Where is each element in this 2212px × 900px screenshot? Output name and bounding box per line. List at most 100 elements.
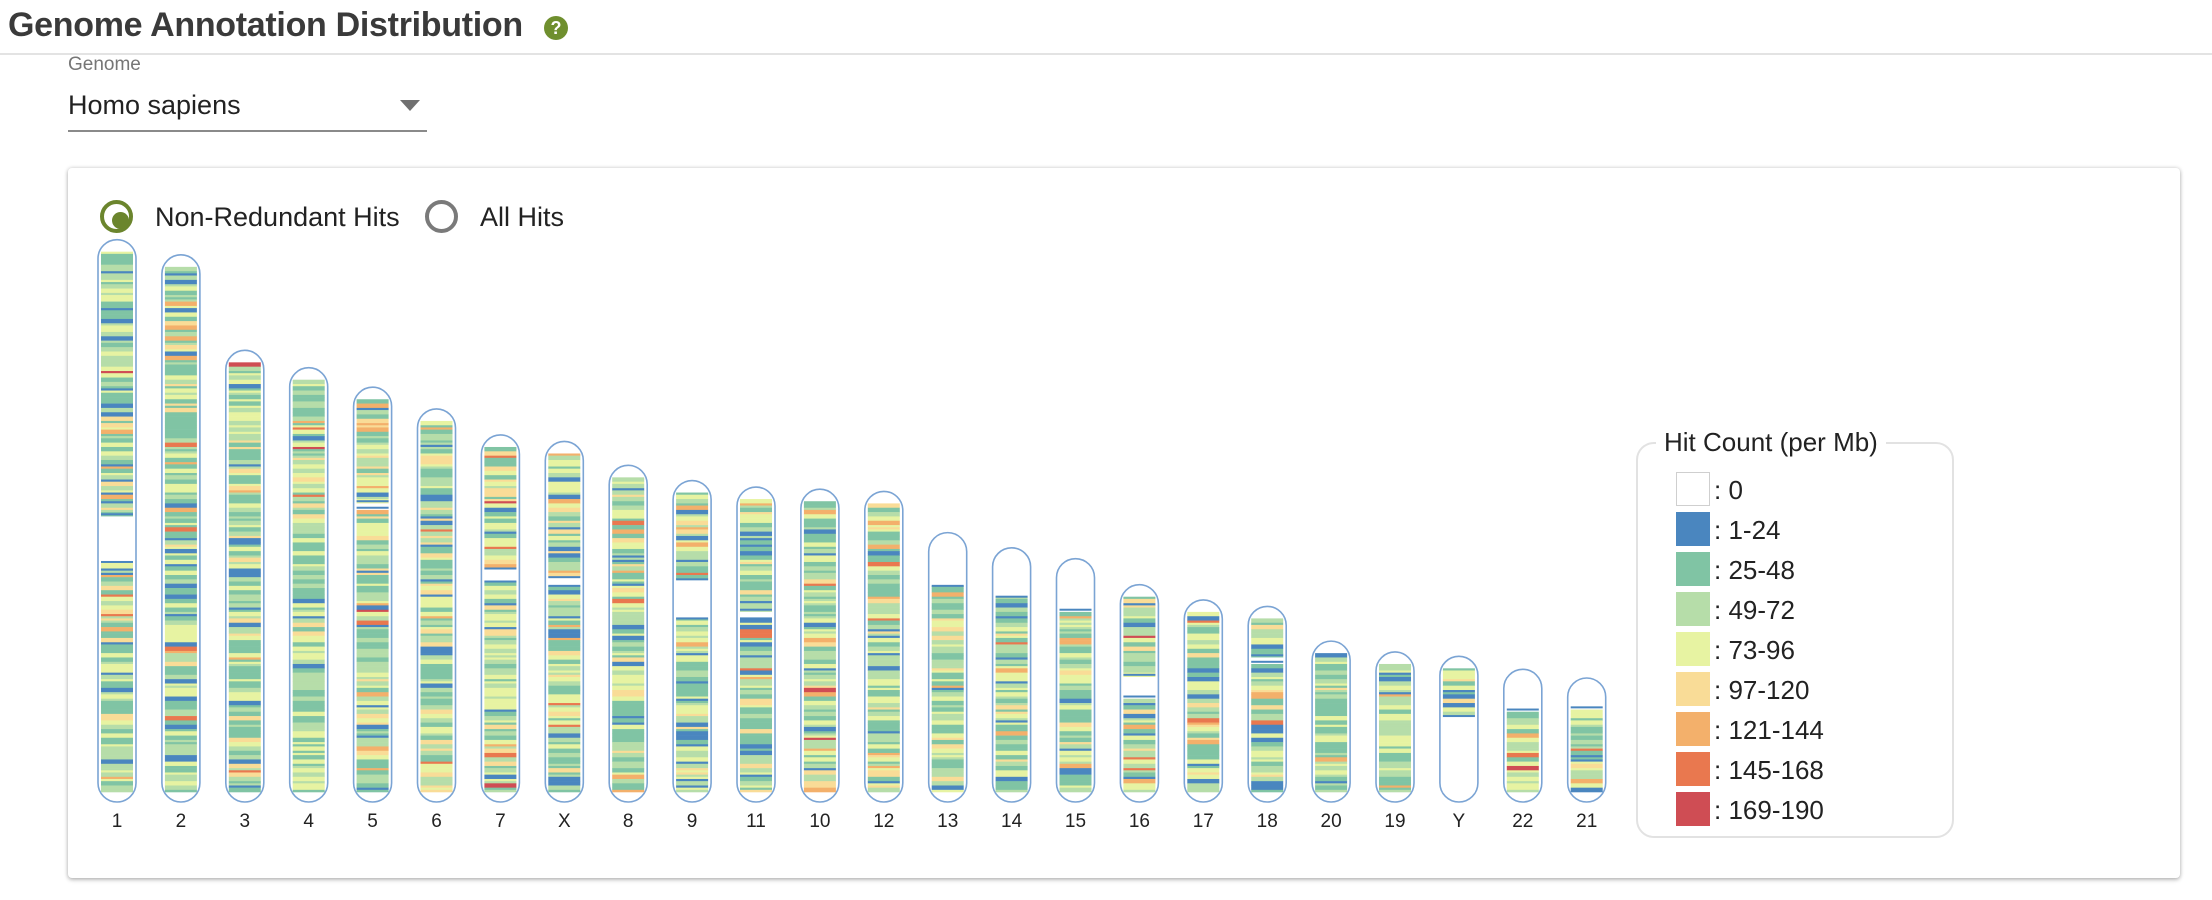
density-band xyxy=(292,481,325,485)
chromosome-11[interactable]: 11 xyxy=(736,486,776,832)
density-band xyxy=(292,763,325,767)
density-band xyxy=(484,765,517,769)
chromosome-14[interactable]: 14 xyxy=(991,547,1032,832)
density-band xyxy=(101,709,133,715)
density-band xyxy=(803,579,836,584)
chromosome-8[interactable]: 8 xyxy=(608,464,649,832)
density-band xyxy=(676,603,709,608)
density-band xyxy=(740,694,772,699)
chromosome-5[interactable]: 5 xyxy=(352,386,393,832)
chromosome-13[interactable]: 13 xyxy=(927,531,968,832)
all-hits-radio[interactable]: All Hits xyxy=(425,199,590,241)
density-band xyxy=(1059,785,1092,788)
chromosome-10[interactable]: 10 xyxy=(800,488,840,832)
question-circle-icon[interactable]: ? xyxy=(544,16,568,40)
chromosome-X[interactable]: X xyxy=(544,440,585,832)
density-band xyxy=(164,321,197,326)
chromosome-19[interactable]: 19 xyxy=(1375,651,1415,832)
density-band xyxy=(1059,579,1092,584)
chromosome-4[interactable]: 4 xyxy=(288,366,329,832)
density-band xyxy=(803,761,836,765)
density-band xyxy=(867,681,900,686)
density-band xyxy=(1315,761,1348,765)
density-band xyxy=(803,622,836,628)
density-band xyxy=(292,692,325,697)
density-band xyxy=(803,774,836,778)
density-band xyxy=(228,468,261,474)
chromosome-16[interactable]: 16 xyxy=(1119,583,1160,832)
density-band xyxy=(292,685,325,691)
density-band xyxy=(548,577,581,582)
density-band xyxy=(676,559,709,563)
density-band xyxy=(484,787,517,791)
density-band xyxy=(420,420,453,426)
density-band xyxy=(740,535,772,539)
density-band xyxy=(1059,703,1092,706)
density-band xyxy=(420,581,453,584)
gap-edge xyxy=(676,617,709,620)
density-band xyxy=(164,488,197,493)
density-band xyxy=(995,653,1028,658)
density-band xyxy=(101,342,133,346)
density-band xyxy=(292,416,325,422)
density-band xyxy=(101,501,133,504)
density-band xyxy=(1251,765,1284,771)
chromosome-12[interactable]: 12 xyxy=(863,490,904,832)
density-band xyxy=(101,499,133,502)
density-band xyxy=(740,668,772,671)
density-band xyxy=(740,705,772,708)
genome-select[interactable]: Homo sapiens xyxy=(68,80,427,132)
density-band xyxy=(676,618,709,621)
chromosome-15[interactable]: 15 xyxy=(1055,557,1096,832)
density-band xyxy=(1123,724,1156,730)
density-band xyxy=(1379,742,1411,747)
density-band xyxy=(292,627,325,632)
density-band xyxy=(1123,718,1156,721)
density-band xyxy=(740,559,772,563)
density-band xyxy=(484,657,517,660)
density-band xyxy=(740,503,772,506)
density-band xyxy=(676,744,709,747)
chromosome-22[interactable]: 22 xyxy=(1503,668,1543,832)
chromosome-9[interactable]: 9 xyxy=(672,479,712,832)
chromosome-1[interactable]: 1 xyxy=(97,238,137,832)
density-band xyxy=(164,679,197,684)
density-band xyxy=(995,564,1028,569)
density-band xyxy=(867,592,900,597)
chromosome-18[interactable]: 18 xyxy=(1247,605,1287,832)
density-band xyxy=(740,527,772,530)
density-band xyxy=(612,633,645,637)
density-band xyxy=(1315,661,1348,665)
density-band xyxy=(803,724,836,728)
density-band xyxy=(1379,720,1411,723)
density-band xyxy=(292,542,325,548)
density-band xyxy=(612,629,645,634)
density-band xyxy=(803,546,836,550)
chromosome-2[interactable]: 2 xyxy=(161,254,201,832)
density-band xyxy=(740,713,772,719)
density-band xyxy=(484,611,517,615)
density-band xyxy=(164,772,197,775)
density-band xyxy=(356,642,389,647)
density-band xyxy=(292,436,325,441)
chromosome-21[interactable]: 21 xyxy=(1566,677,1607,832)
density-band xyxy=(676,596,709,602)
chromosome-20[interactable]: 20 xyxy=(1311,640,1351,832)
chromosome-6[interactable]: 6 xyxy=(416,408,457,832)
chromosome-7[interactable]: 7 xyxy=(480,434,521,832)
density-band xyxy=(931,609,964,615)
chromosome-3[interactable]: 3 xyxy=(225,349,265,832)
density-band xyxy=(1570,709,1603,713)
chromosome-17[interactable]: 17 xyxy=(1183,599,1224,832)
density-band xyxy=(548,757,581,762)
density-band xyxy=(420,755,453,758)
density-band xyxy=(676,614,709,619)
density-band xyxy=(995,575,1028,578)
non-redundant-hits-radio[interactable]: Non-Redundant Hits xyxy=(100,199,412,241)
density-band xyxy=(101,327,133,333)
gap-edge xyxy=(1123,673,1156,676)
density-band xyxy=(1251,718,1284,721)
chromosome-Y[interactable]: Y xyxy=(1439,655,1479,832)
density-band xyxy=(1251,713,1284,719)
density-band xyxy=(292,657,325,660)
